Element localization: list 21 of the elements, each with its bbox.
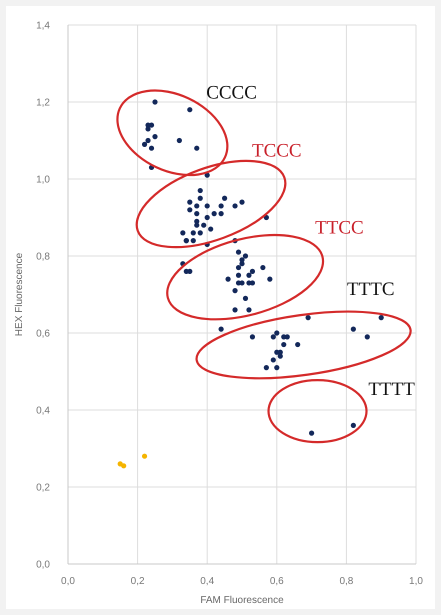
annotation: TCCC — [252, 140, 302, 162]
y-axis-title: HEX Fluorescence — [14, 252, 25, 336]
x-tick-label: 1,0 — [409, 576, 424, 587]
y-tick-label: 1,0 — [36, 174, 50, 186]
x-tick-label: 0,6 — [270, 576, 284, 587]
x-axis-title: FAM Fluorescence — [200, 595, 284, 606]
x-tick-label: 0,8 — [339, 576, 354, 587]
y-tick-label: 0,4 — [36, 406, 50, 416]
y-tick-label: 0,2 — [36, 482, 50, 494]
y-tick-label: 0,6 — [36, 328, 50, 340]
x-tick-label: 0,4 — [200, 576, 215, 587]
annotation: TTTC — [347, 279, 395, 300]
y-tick-label: 0,8 — [36, 252, 50, 262]
y-tick-label: 1,4 — [36, 20, 50, 32]
annotation: TTTT — [368, 379, 416, 400]
y-tick-label: 1,2 — [36, 98, 50, 108]
x-tick-label: 0,2 — [130, 576, 145, 587]
y-tick-label: 0,0 — [36, 560, 50, 570]
x-tick-label: 0,0 — [61, 576, 76, 587]
annotation: TTCC — [315, 217, 364, 238]
annotation: CCCC — [206, 82, 257, 104]
